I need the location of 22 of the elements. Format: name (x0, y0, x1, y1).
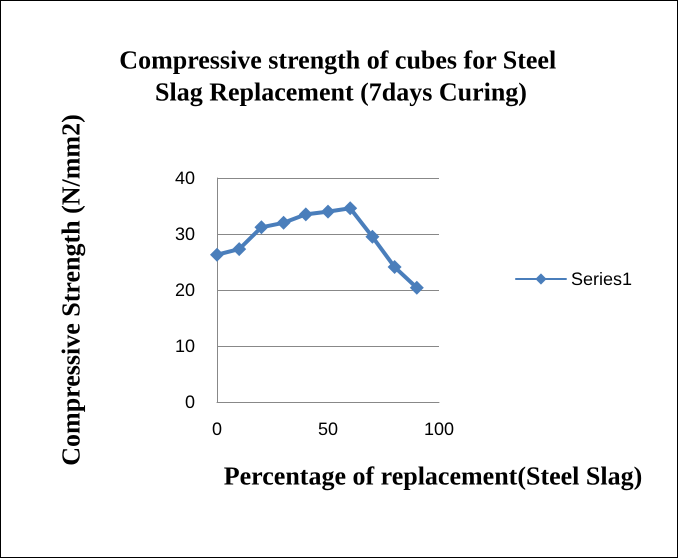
x-axis-title: Percentage of replacement(Steel Slag) (224, 462, 642, 490)
point (410, 280, 424, 295)
y-tick-label: 40 (174, 168, 195, 188)
y-tick-label: 10 (174, 336, 195, 356)
y-tick-label: 20 (174, 280, 195, 300)
point (365, 230, 380, 244)
point (321, 204, 335, 219)
point (254, 220, 268, 234)
point (298, 207, 313, 222)
point (276, 216, 291, 230)
legend-label: Series1 (570, 269, 632, 289)
x-tick-label: 50 (318, 419, 338, 439)
point (210, 248, 224, 262)
y-tick-label: 0 (184, 392, 195, 412)
point (343, 201, 358, 216)
y-axis-title: Compressive Strength (N/mm2) (56, 114, 86, 466)
x-tick-label: 100 (424, 419, 454, 439)
chart-title: Compressive strength of cubes for Steel Slag Replacement (7days Curing) (119, 46, 563, 106)
point (388, 260, 402, 274)
y-tick-label: 30 (174, 224, 195, 244)
point (232, 242, 246, 256)
x-tick-label: 0 (212, 419, 222, 439)
